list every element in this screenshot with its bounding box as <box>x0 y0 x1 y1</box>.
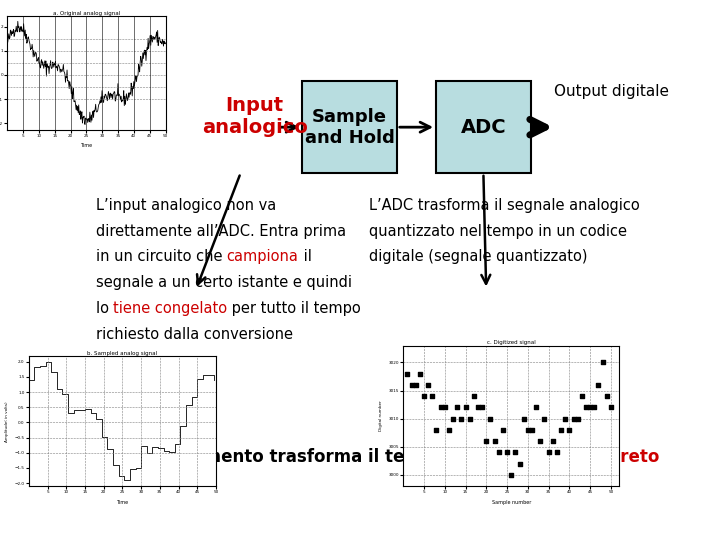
Y-axis label: Amplitude( in volts): Amplitude( in volts) <box>5 401 9 442</box>
Point <box>505 470 517 479</box>
Text: Sample
and Hold: Sample and Hold <box>305 108 395 146</box>
Point <box>601 392 613 401</box>
Point <box>439 403 451 411</box>
Text: campiona: campiona <box>227 249 299 265</box>
Point <box>585 403 596 411</box>
Point <box>543 448 554 457</box>
Text: Il campionamento trasforma il tempo da continuo a: Il campionamento trasforma il tempo da c… <box>96 448 584 466</box>
Text: discreto: discreto <box>584 448 660 466</box>
Point <box>559 414 571 423</box>
Point <box>477 403 488 411</box>
Point <box>493 448 505 457</box>
Text: il: il <box>299 249 312 265</box>
Text: in un circuito che: in un circuito che <box>96 249 227 265</box>
X-axis label: Time: Time <box>81 143 92 148</box>
Point <box>555 426 567 434</box>
Text: richiesto dalla conversione: richiesto dalla conversione <box>96 327 292 342</box>
Text: digitale (segnale quantizzato): digitale (segnale quantizzato) <box>369 249 588 265</box>
Point <box>472 403 484 411</box>
Point <box>443 426 454 434</box>
Point <box>547 437 559 445</box>
Title: a. Original analog signal: a. Original analog signal <box>53 11 120 16</box>
Point <box>531 403 542 411</box>
Point <box>593 381 604 389</box>
Point <box>518 414 529 423</box>
Point <box>539 414 550 423</box>
Point <box>426 392 438 401</box>
Point <box>572 414 583 423</box>
Point <box>423 381 434 389</box>
Point <box>576 392 588 401</box>
Text: per tutto il tempo: per tutto il tempo <box>228 301 361 316</box>
Point <box>464 414 475 423</box>
Point <box>460 403 472 411</box>
Text: ADC: ADC <box>461 118 506 137</box>
Text: Output digitale: Output digitale <box>554 84 670 99</box>
Point <box>480 437 492 445</box>
Point <box>468 392 480 401</box>
Point <box>489 437 500 445</box>
Text: lo: lo <box>96 301 113 316</box>
Point <box>514 459 526 468</box>
FancyBboxPatch shape <box>302 82 397 173</box>
Point <box>564 426 575 434</box>
Text: quantizzato nel tempo in un codice: quantizzato nel tempo in un codice <box>369 224 627 239</box>
Point <box>418 392 430 401</box>
Point <box>501 448 513 457</box>
Text: segnale a un certo istante e quindi: segnale a un certo istante e quindi <box>96 275 351 290</box>
Point <box>588 403 600 411</box>
Point <box>435 403 446 411</box>
X-axis label: Sample number: Sample number <box>492 500 531 505</box>
Text: direttamente all’ADC. Entra prima: direttamente all’ADC. Entra prima <box>96 224 346 239</box>
X-axis label: Time: Time <box>117 500 128 505</box>
Point <box>497 426 508 434</box>
Point <box>414 369 426 378</box>
Point <box>568 414 580 423</box>
Point <box>605 403 616 411</box>
Title: c. Digitized signal: c. Digitized signal <box>487 340 536 345</box>
Point <box>447 414 459 423</box>
Point <box>485 414 496 423</box>
Point <box>597 358 608 367</box>
Text: Input
analogico: Input analogico <box>202 96 307 137</box>
Point <box>522 426 534 434</box>
Point <box>431 426 442 434</box>
Point <box>580 403 592 411</box>
Point <box>534 437 546 445</box>
Point <box>406 381 418 389</box>
Y-axis label: Digital number: Digital number <box>379 401 383 431</box>
Point <box>451 403 463 411</box>
Point <box>410 381 421 389</box>
Point <box>551 448 562 457</box>
Point <box>402 369 413 378</box>
Text: L’ADC trasforma il segnale analogico: L’ADC trasforma il segnale analogico <box>369 198 640 213</box>
Title: b. Sampled analog signal: b. Sampled analog signal <box>87 351 158 356</box>
Text: L’input analogico non va: L’input analogico non va <box>96 198 276 213</box>
FancyBboxPatch shape <box>436 82 531 173</box>
Point <box>456 414 467 423</box>
Text: tiene congelato: tiene congelato <box>113 301 228 316</box>
Point <box>526 426 538 434</box>
Point <box>510 448 521 457</box>
